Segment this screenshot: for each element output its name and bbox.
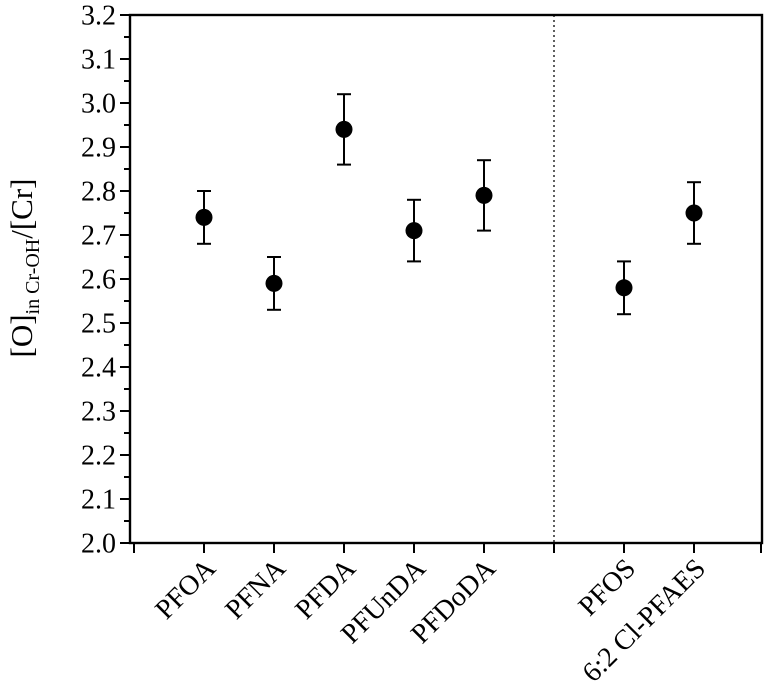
data-point-marker (265, 274, 283, 292)
y-tick-label: 2.7 (81, 221, 116, 252)
chart-generated-layer: 2.0 2.1 2.2 2.3 2.4 2.5 2.6 2.7 2.8 2.9 3.0 3.1 3.2 P… (81, 1, 764, 682)
y-axis-label-base: [O] (4, 314, 39, 357)
y-tick-label: 2.5 (81, 309, 116, 340)
y-tick-label: 2.9 (81, 133, 116, 164)
y-axis-label-subscript: in Cr-OH (22, 239, 44, 315)
data-point-pfunda (405, 198, 423, 263)
data-point-marker (685, 204, 703, 222)
y-tick-label: 2.2 (81, 441, 116, 472)
data-point-pfdoda (475, 159, 493, 232)
y-tick-label: 3.1 (81, 45, 116, 76)
y-axis-label-suffix: /[Cr] (4, 178, 39, 238)
data-point-marker (615, 279, 633, 297)
y-tick-label: 3.0 (81, 89, 116, 120)
plot-border (128, 13, 764, 545)
y-tick-label: 2.4 (81, 353, 116, 384)
data-point-marker (335, 120, 353, 138)
x-tick-label: PFOA (149, 552, 222, 625)
data-point-pfna (265, 256, 283, 311)
y-tick-label: 2.1 (81, 485, 116, 516)
x-tick-label: PFNA (219, 552, 292, 625)
y-tick-label: 3.2 (81, 1, 116, 32)
y-tick-label: 2.8 (81, 177, 116, 208)
y-tick-label: 2.3 (81, 397, 116, 428)
data-point-marker (195, 208, 213, 226)
data-point-marker (475, 186, 493, 204)
data-point-pfos (615, 260, 633, 316)
y-tick-label: 2.0 (81, 529, 116, 560)
data-point-pfda (335, 93, 353, 166)
data-point-pfoa (195, 190, 213, 245)
data-point-marker (405, 222, 423, 240)
data-point-6-2-cl-pfaes (685, 181, 703, 245)
y-axis-label: [O]in Cr-OH/[Cr] (4, 178, 44, 357)
y-tick-label: 2.6 (81, 265, 116, 296)
